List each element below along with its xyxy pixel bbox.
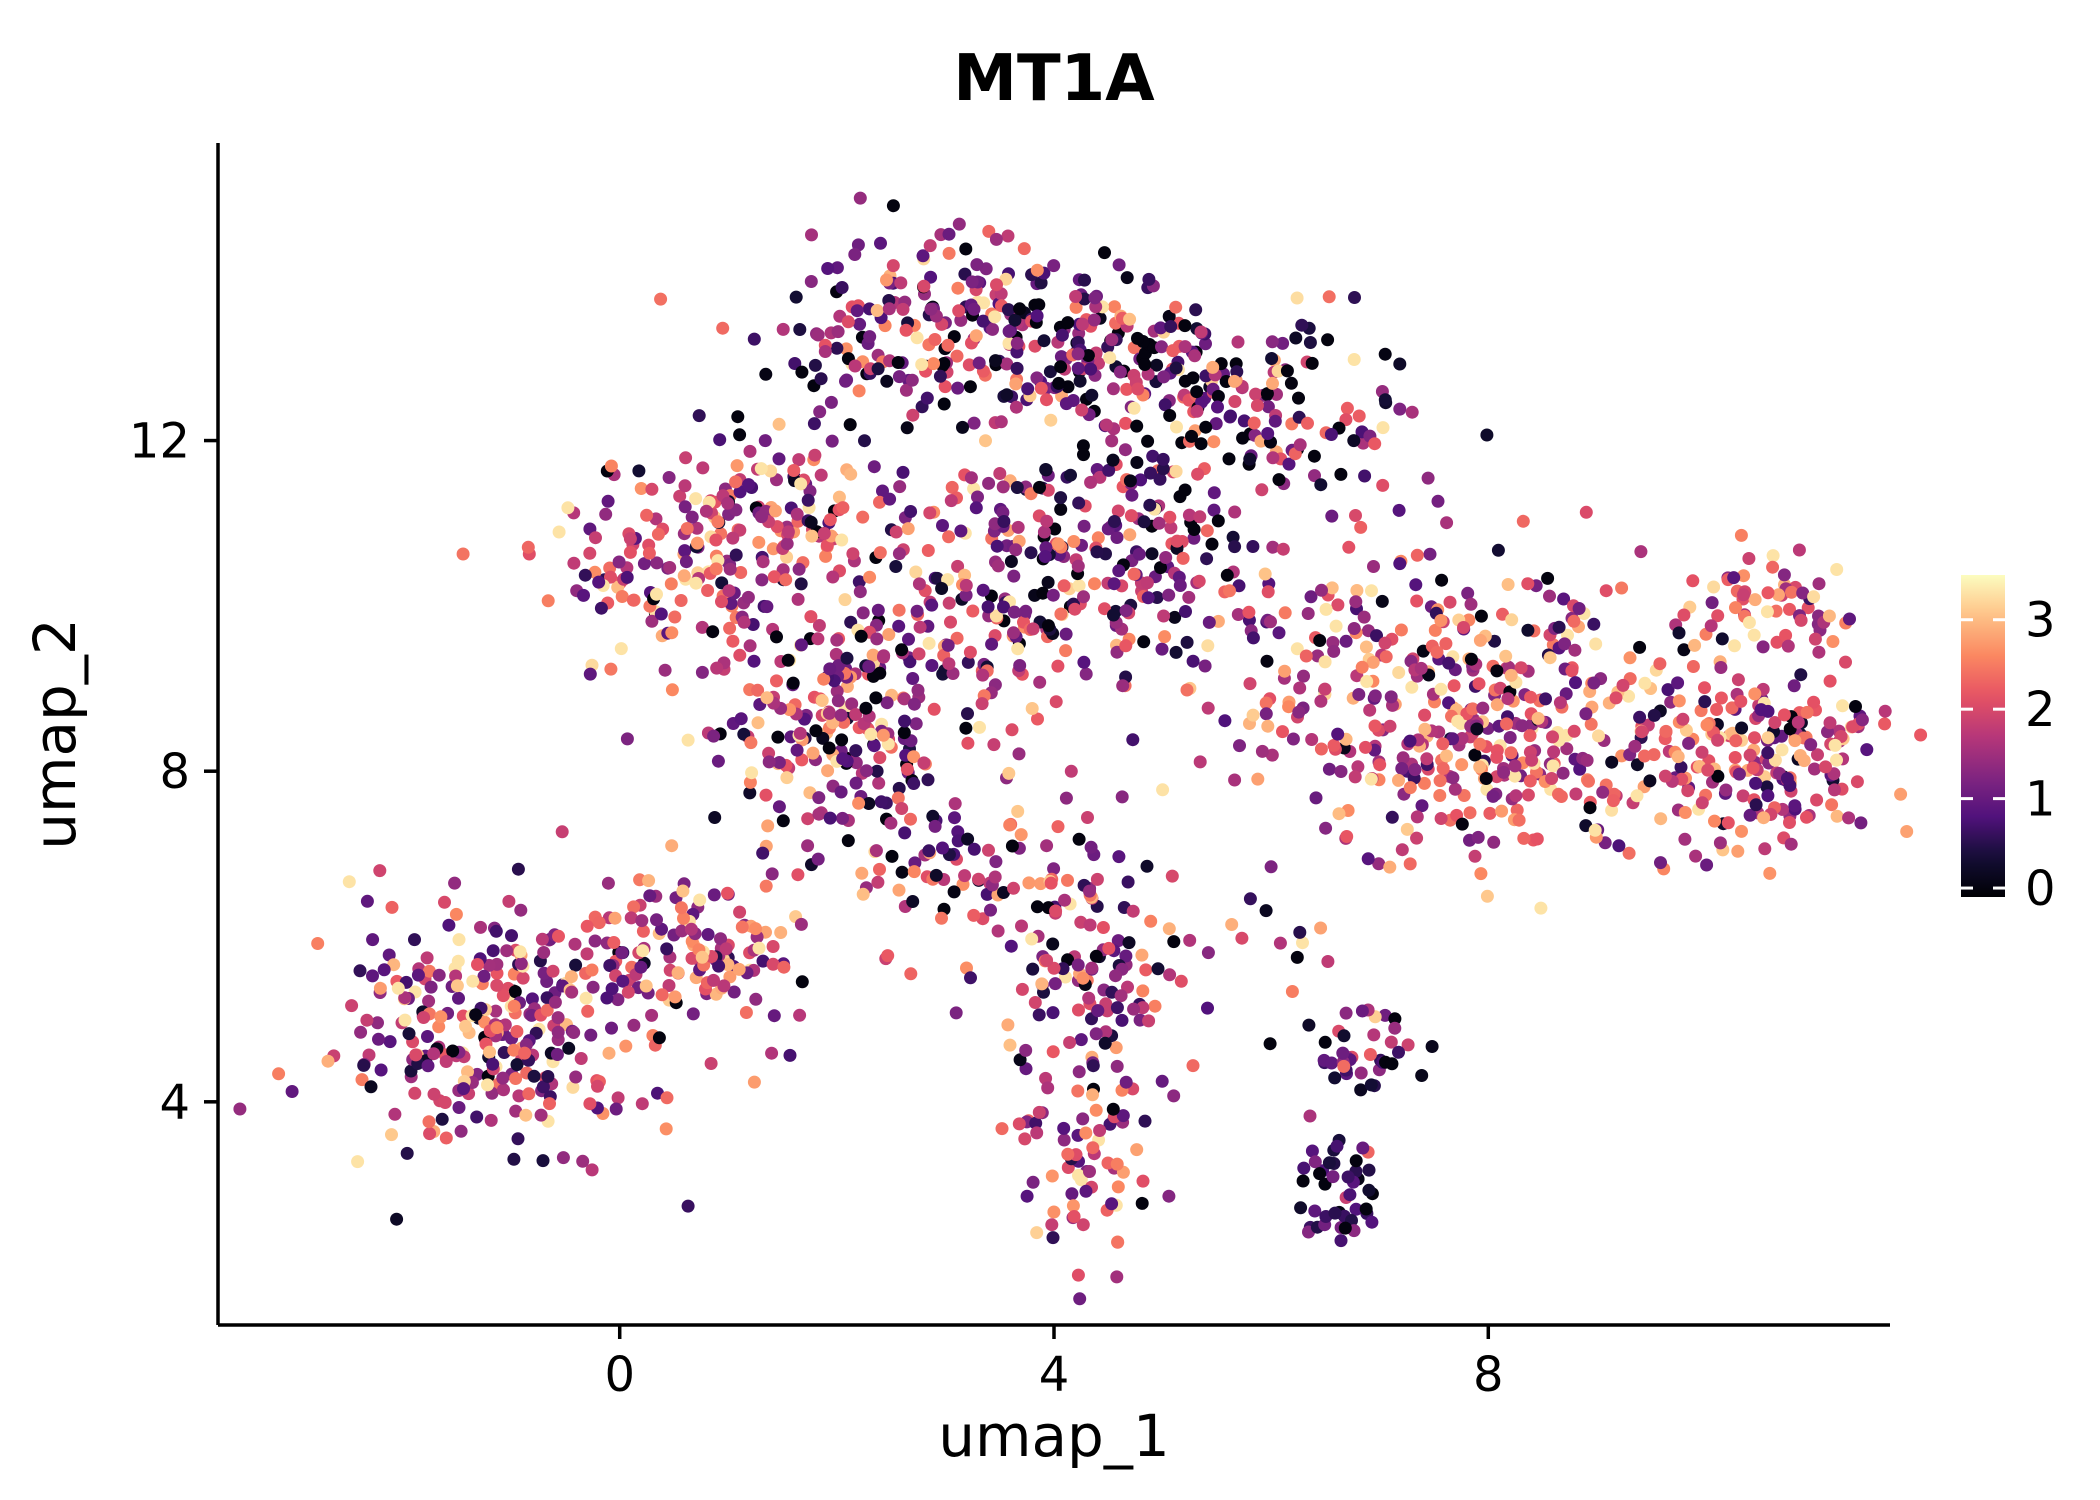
x-tick-label: 8	[1473, 1347, 1504, 1403]
plot-title: MT1A	[953, 42, 1155, 116]
y-tick-label: 8	[159, 744, 190, 800]
axes-layer: 0 4 8 4 8 12	[129, 143, 1890, 1403]
y-axis-label: umap_2	[21, 618, 89, 850]
y-tick-label: 4	[159, 1075, 190, 1131]
x-tick-label: 0	[604, 1347, 635, 1403]
x-axis-label: umap_1	[938, 1402, 1170, 1470]
y-tick-label: 12	[129, 414, 190, 470]
colorbar-tick-label: 3	[2025, 593, 2056, 649]
x-tick-label: 4	[1039, 1347, 1070, 1403]
colorbar-tick-label: 0	[2025, 861, 2056, 917]
colorbar-legend: 0 1 2 3	[1961, 575, 2056, 917]
scatter-points-layer	[233, 191, 1928, 1306]
colorbar-gradient	[1961, 575, 2005, 897]
colorbar-tick-label: 2	[2025, 682, 2056, 738]
colorbar-tick-label: 1	[2025, 772, 2056, 828]
